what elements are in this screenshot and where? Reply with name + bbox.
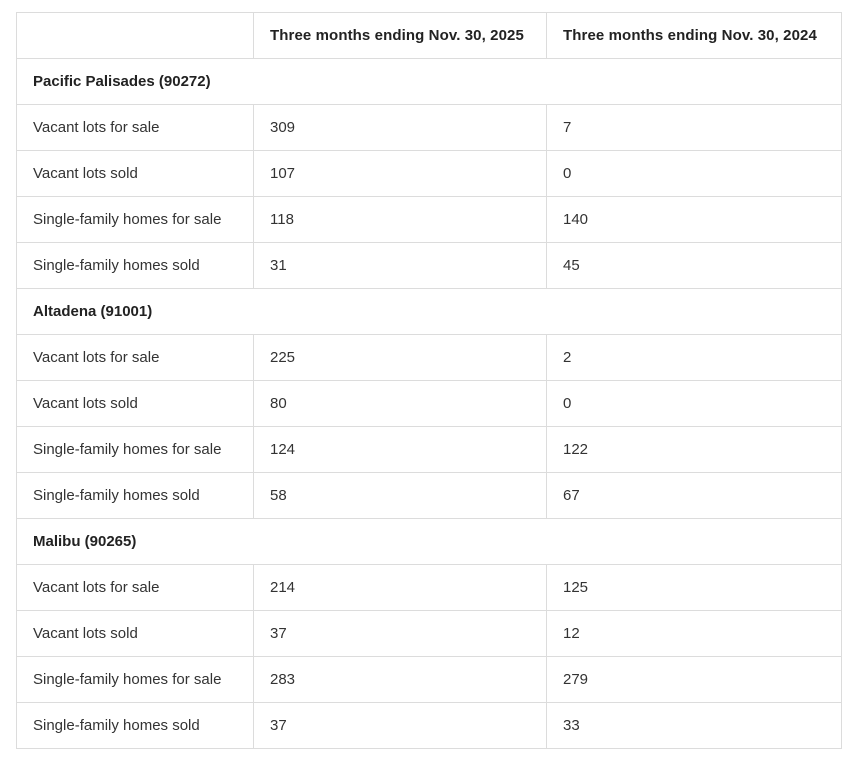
- row-label: Single-family homes for sale: [16, 656, 254, 703]
- header-cell-empty: [16, 12, 254, 59]
- value-2025: 124: [253, 426, 547, 473]
- table-row: Single-family homes for sale 124 122: [16, 426, 842, 473]
- value-2024: 33: [546, 702, 842, 749]
- row-label: Single-family homes for sale: [16, 426, 254, 473]
- table-row: Vacant lots sold 80 0: [16, 380, 842, 427]
- table-row: Vacant lots sold 37 12: [16, 610, 842, 657]
- value-2025: 37: [253, 702, 547, 749]
- value-2025: 214: [253, 564, 547, 611]
- row-label: Single-family homes for sale: [16, 196, 254, 243]
- row-label: Vacant lots for sale: [16, 564, 254, 611]
- row-label: Vacant lots for sale: [16, 334, 254, 381]
- row-label: Single-family homes sold: [16, 242, 254, 289]
- table-row: Single-family homes sold 58 67: [16, 472, 842, 519]
- table-row: Single-family homes for sale 118 140: [16, 196, 842, 243]
- value-2025: 31: [253, 242, 547, 289]
- value-2024: 67: [546, 472, 842, 519]
- value-2024: 125: [546, 564, 842, 611]
- value-2025: 283: [253, 656, 547, 703]
- header-cell-period-2024: Three months ending Nov. 30, 2024: [546, 12, 842, 59]
- row-label: Vacant lots sold: [16, 610, 254, 657]
- value-2024: 279: [546, 656, 842, 703]
- value-2025: 225: [253, 334, 547, 381]
- header-cell-period-2025: Three months ending Nov. 30, 2025: [253, 12, 547, 59]
- table-row: Vacant lots for sale 225 2: [16, 334, 842, 381]
- section-row-altadena: Altadena (91001): [16, 288, 842, 335]
- value-2025: 107: [253, 150, 547, 197]
- value-2024: 122: [546, 426, 842, 473]
- section-title: Altadena (91001): [16, 288, 842, 335]
- table-row: Single-family homes sold 37 33: [16, 702, 842, 749]
- value-2025: 309: [253, 104, 547, 151]
- value-2024: 2: [546, 334, 842, 381]
- real-estate-comparison-table: Three months ending Nov. 30, 2025 Three …: [16, 12, 842, 749]
- value-2024: 0: [546, 150, 842, 197]
- value-2024: 12: [546, 610, 842, 657]
- value-2024: 7: [546, 104, 842, 151]
- table-row: Vacant lots for sale 214 125: [16, 564, 842, 611]
- table-row: Vacant lots for sale 309 7: [16, 104, 842, 151]
- header-row: Three months ending Nov. 30, 2025 Three …: [16, 12, 842, 59]
- value-2024: 140: [546, 196, 842, 243]
- section-title: Malibu (90265): [16, 518, 842, 565]
- row-label: Vacant lots sold: [16, 380, 254, 427]
- row-label: Single-family homes sold: [16, 702, 254, 749]
- value-2025: 80: [253, 380, 547, 427]
- section-title: Pacific Palisades (90272): [16, 58, 842, 105]
- value-2025: 118: [253, 196, 547, 243]
- row-label: Single-family homes sold: [16, 472, 254, 519]
- section-row-malibu: Malibu (90265): [16, 518, 842, 565]
- row-label: Vacant lots sold: [16, 150, 254, 197]
- table-row: Vacant lots sold 107 0: [16, 150, 842, 197]
- section-row-pacific-palisades: Pacific Palisades (90272): [16, 58, 842, 105]
- table-row: Single-family homes for sale 283 279: [16, 656, 842, 703]
- table-row: Single-family homes sold 31 45: [16, 242, 842, 289]
- value-2025: 37: [253, 610, 547, 657]
- value-2024: 45: [546, 242, 842, 289]
- value-2024: 0: [546, 380, 842, 427]
- value-2025: 58: [253, 472, 547, 519]
- row-label: Vacant lots for sale: [16, 104, 254, 151]
